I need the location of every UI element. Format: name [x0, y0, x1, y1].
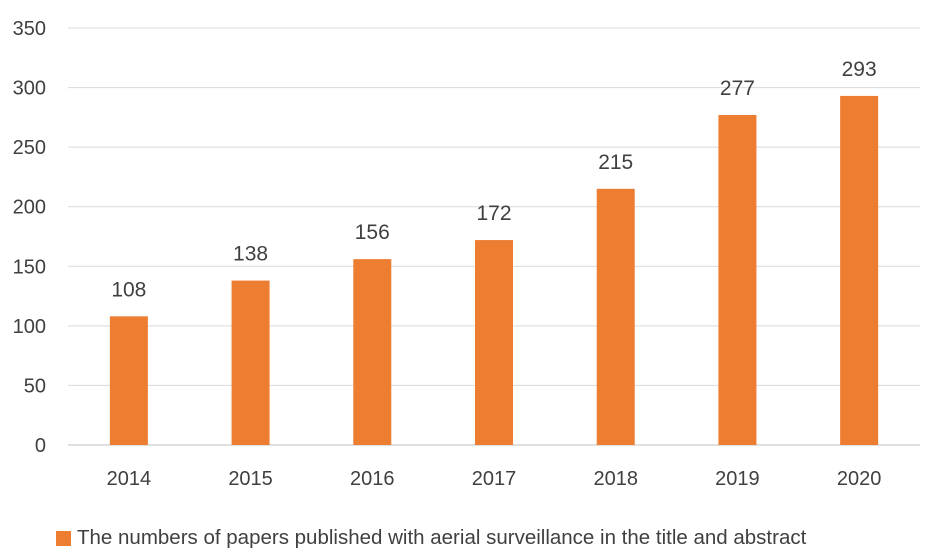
x-tick-label: 2016	[350, 468, 395, 490]
data-label: 215	[598, 151, 633, 174]
bars	[109, 95, 879, 446]
x-tick-label: 2020	[837, 468, 882, 490]
x-axis-ticks: 2014 2015 2016 2017 2018 2019 2020	[107, 468, 882, 490]
x-tick-label: 2014	[107, 468, 152, 490]
x-tick-label: 2018	[593, 468, 638, 490]
y-tick-label: 150	[13, 256, 46, 278]
bar	[840, 95, 879, 445]
data-label: 293	[842, 58, 877, 81]
legend-swatch	[56, 530, 71, 546]
bar	[718, 114, 757, 445]
data-label: 277	[720, 77, 755, 100]
y-axis-ticks: 0 50 100 150 200 250 300 350	[13, 18, 46, 457]
y-tick-label: 200	[13, 197, 46, 219]
data-labels: 108 138 156 172 215 277 293	[111, 58, 876, 301]
bar	[353, 259, 392, 445]
legend-label: The numbers of papers published with aer…	[77, 526, 807, 549]
bar	[475, 240, 513, 445]
data-label: 108	[111, 278, 146, 301]
y-tick-label: 100	[13, 316, 46, 338]
y-tick-label: 250	[13, 137, 46, 159]
x-tick-label: 2019	[715, 468, 760, 490]
y-tick-label: 0	[35, 435, 46, 457]
data-label: 172	[476, 202, 511, 225]
bar	[596, 188, 635, 446]
y-tick-label: 350	[13, 18, 46, 40]
y-tick-label: 50	[24, 375, 46, 397]
y-tick-label: 300	[13, 78, 46, 100]
legend: The numbers of papers published with aer…	[56, 524, 806, 552]
bar	[231, 280, 270, 445]
x-tick-label: 2015	[228, 468, 273, 490]
bar	[109, 316, 148, 445]
data-label: 156	[355, 221, 390, 244]
x-tick-label: 2017	[472, 468, 517, 490]
data-label: 138	[233, 243, 268, 266]
